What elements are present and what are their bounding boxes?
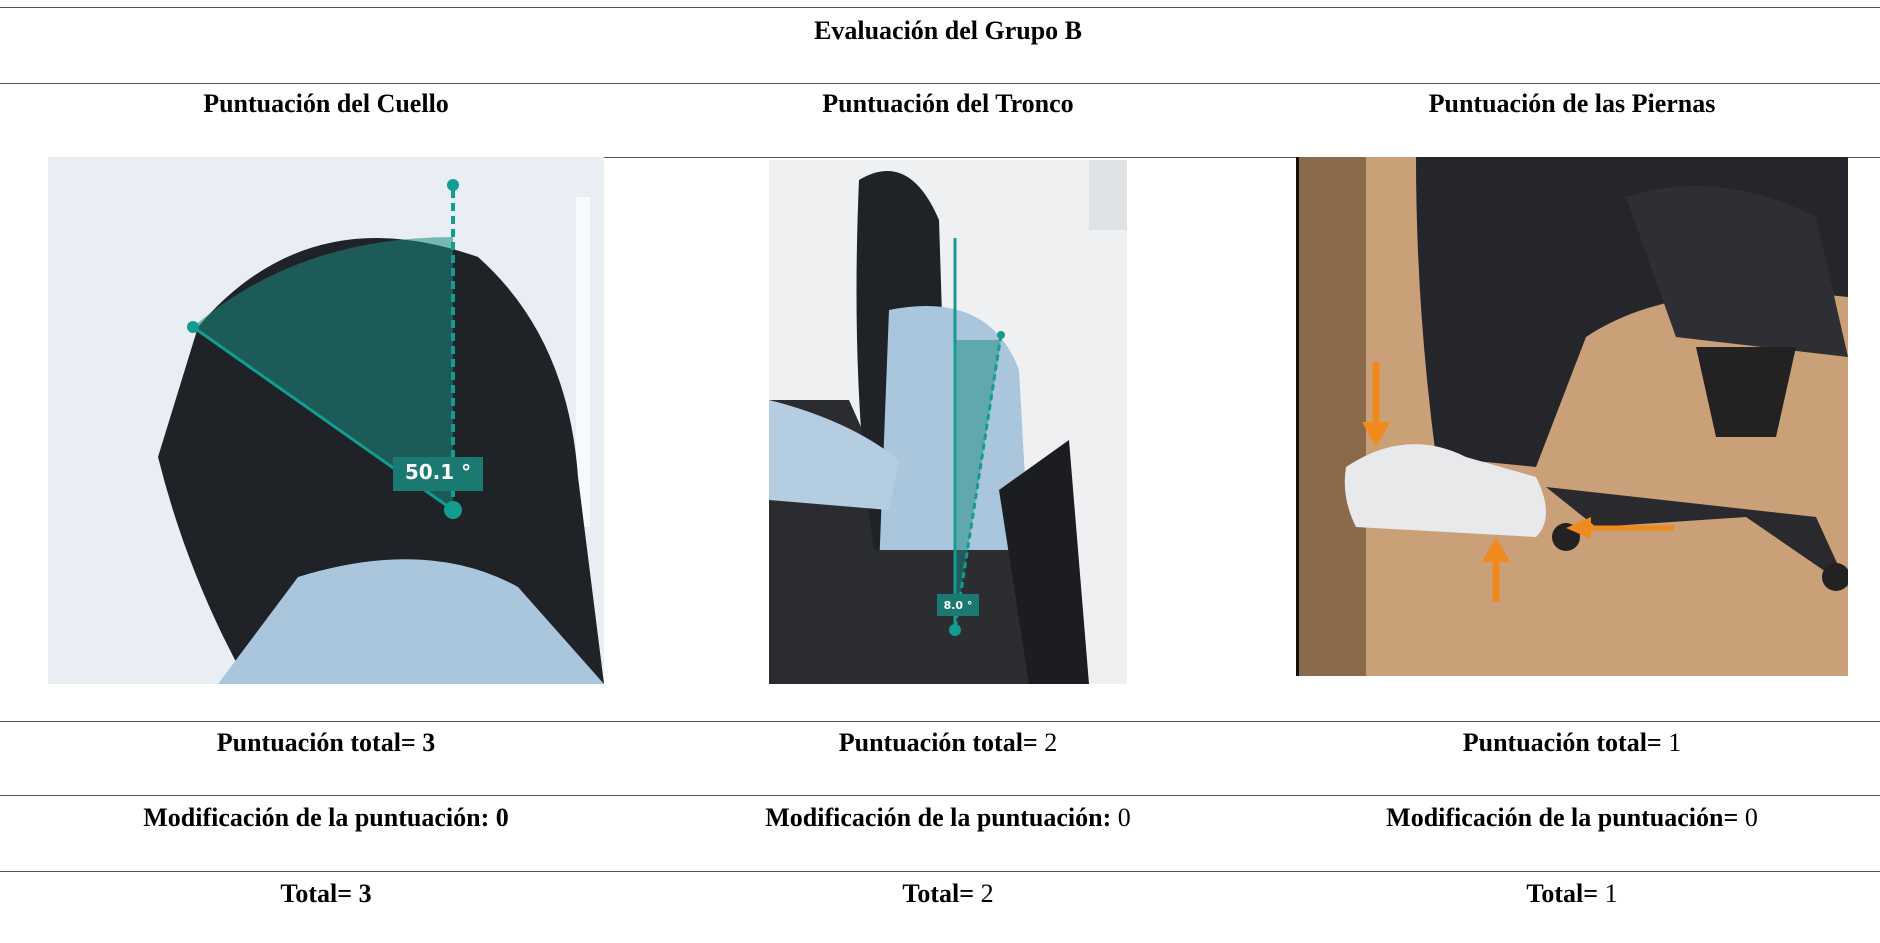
column-header: Puntuación de las Piernas (1428, 89, 1716, 118)
legs-photo (1296, 157, 1848, 676)
rule (0, 83, 1880, 84)
total-row: Total= 2 (902, 879, 993, 909)
score-label: Modificación de la puntuación= (1386, 803, 1739, 832)
total-row: Total= 1 (1526, 879, 1617, 909)
table-title: Evaluación del Grupo B (814, 16, 1082, 45)
score-label: Total= (1526, 879, 1599, 908)
column-header: Puntuación del Tronco (822, 89, 1074, 118)
modification-row: Modificación de la puntuación= 0 (1386, 803, 1758, 833)
score-value: 3 (358, 879, 372, 908)
score-label: Modificación de la puntuación: (765, 803, 1112, 832)
total-score-row: Puntuación total= 3 (217, 728, 436, 758)
score-value: 3 (422, 728, 436, 757)
score-value: 0 (1744, 803, 1758, 832)
modification-row: Modificación de la puntuación: 0 (143, 803, 508, 833)
score-label: Total= (902, 879, 975, 908)
score-value: 2 (1044, 728, 1058, 757)
score-label: Puntuación total= (838, 728, 1038, 757)
score-value: 1 (1604, 879, 1618, 908)
score-label: Puntuación total= (216, 728, 416, 757)
neck-photo: 50.1 ° (48, 157, 604, 684)
score-label: Modificación de la puntuación: (143, 803, 490, 832)
score-value: 1 (1668, 728, 1682, 757)
rule (0, 871, 1880, 872)
rule (48, 157, 1880, 158)
score-value: 2 (980, 879, 994, 908)
rule (0, 721, 1880, 722)
score-value: 0 (1117, 803, 1131, 832)
angle-label: 8.0 ° (944, 599, 973, 612)
modification-row: Modificación de la puntuación: 0 (765, 803, 1130, 833)
total-row: Total= 3 (280, 879, 371, 909)
angle-label: 50.1 ° (405, 460, 471, 484)
total-score-row: Puntuación total= 1 (1463, 728, 1682, 758)
total-score-row: Puntuación total= 2 (839, 728, 1058, 758)
rule (0, 795, 1880, 796)
score-label: Puntuación total= (1462, 728, 1662, 757)
score-label: Total= (280, 879, 353, 908)
column-header: Puntuación del Cuello (203, 89, 449, 118)
score-value: 0 (495, 803, 509, 832)
rule (0, 7, 1880, 8)
trunk-photo: 8.0 ° (769, 160, 1127, 684)
